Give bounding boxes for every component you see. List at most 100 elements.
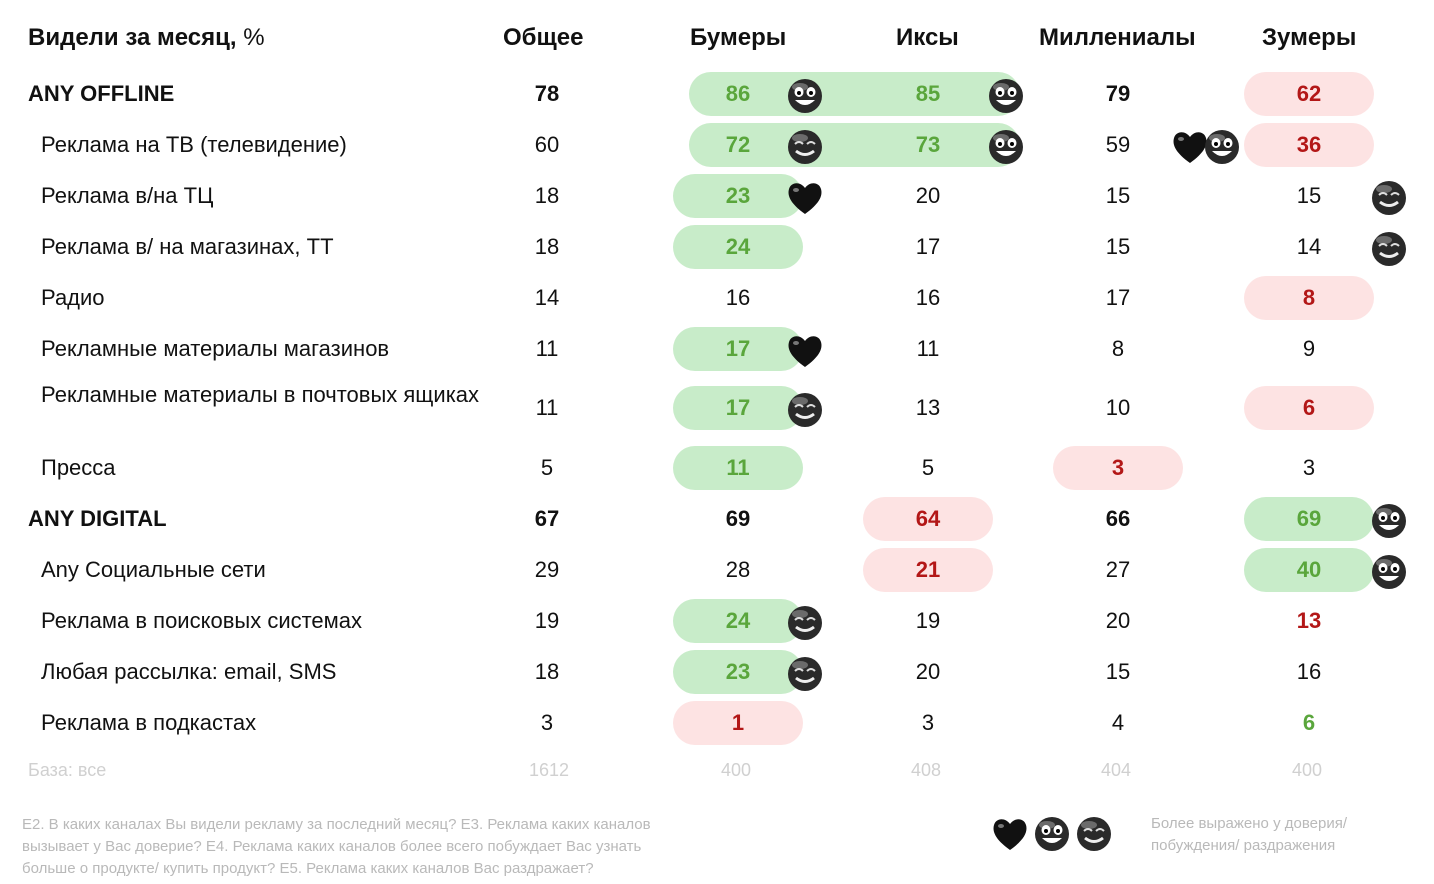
cell-zoomers: 69 xyxy=(1244,497,1374,541)
cell-total: 19 xyxy=(534,608,560,633)
cell-boomers: 72 xyxy=(725,132,751,157)
cell-total: 18 xyxy=(534,659,560,684)
cell-millennials: 10 xyxy=(1105,395,1131,420)
row-label: Радио xyxy=(41,285,105,310)
col-header-boomers: Бумеры xyxy=(690,24,787,51)
footnote-line: больше о продукте/ купить продукт? Е5. Р… xyxy=(22,860,594,877)
highlight-bar xyxy=(689,123,1020,167)
highlight-bar xyxy=(689,72,1020,116)
base-zoomers: 400 xyxy=(1292,760,1323,780)
cell-boomers: 24 xyxy=(673,599,803,643)
cell-total: 18 xyxy=(534,234,560,259)
heart-icon xyxy=(990,814,1030,854)
cell-millennials: 3 xyxy=(1053,446,1183,490)
cell-zoomers: 62 xyxy=(1244,72,1374,116)
cell-total: 29 xyxy=(534,557,560,582)
cell-zoomers: 15 xyxy=(1296,183,1322,208)
heart-icon xyxy=(785,178,825,218)
cell-total: 3 xyxy=(540,710,554,735)
cell-x: 17 xyxy=(915,234,941,259)
grin-icon xyxy=(785,654,825,694)
cell-boomers: 1 xyxy=(673,701,803,745)
row-label: Реклама в/на ТЦ xyxy=(41,183,214,208)
col-header-zoomers: Зумеры xyxy=(1262,24,1357,51)
legend-text: Более выражено у доверия/ побуждения/ ра… xyxy=(1151,813,1347,857)
col-header-total: Общее xyxy=(503,24,584,51)
cell-boomers: 86 xyxy=(725,81,751,106)
table-title: Видели за месяц, % xyxy=(28,24,265,52)
cell-millennials: 15 xyxy=(1105,234,1131,259)
cell-zoomers: 3 xyxy=(1302,455,1316,480)
row-label: Рекламные материалы магазинов xyxy=(41,336,390,361)
footnote-line: вызывает у Вас доверие? Е4. Реклама каки… xyxy=(22,838,642,855)
cell-millennials: 15 xyxy=(1105,183,1131,208)
cell-millennials: 27 xyxy=(1105,557,1131,582)
smile-icon xyxy=(1369,552,1409,592)
cell-zoomers: 9 xyxy=(1302,336,1316,361)
cell-zoomers: 40 xyxy=(1244,548,1374,592)
col-header-x: Иксы xyxy=(896,24,959,51)
cell-boomers: 23 xyxy=(673,174,803,218)
group-label: ANY OFFLINE xyxy=(28,81,175,106)
grin-icon xyxy=(785,390,825,430)
cell-zoomers: 36 xyxy=(1244,123,1374,167)
cell-x: 20 xyxy=(915,659,941,684)
cell-boomers: 24 xyxy=(673,225,803,269)
base-total: 1612 xyxy=(529,760,570,780)
cell-total: 5 xyxy=(540,455,554,480)
cell-boomers: 17 xyxy=(673,327,803,371)
cell-zoomers: 13 xyxy=(1296,608,1322,633)
cell-millennials: 4 xyxy=(1111,710,1125,735)
cell-x: 13 xyxy=(915,395,941,420)
row-label: Any Социальные сети xyxy=(41,557,266,582)
cell-boomers: 11 xyxy=(673,446,803,490)
row-label: Реклама в поисковых системах xyxy=(41,608,363,633)
cell-boomers: 16 xyxy=(725,285,751,310)
cell-millennials: 15 xyxy=(1105,659,1131,684)
cell-millennials: 79 xyxy=(1105,81,1131,106)
smile-icon xyxy=(986,76,1026,116)
cell-boomers: 17 xyxy=(673,386,803,430)
table-title-bold: Видели за месяц, xyxy=(28,24,237,51)
legend-line: побуждения/ раздражения xyxy=(1151,837,1336,854)
footnote: Е2. В каких каналах Вы видели рекламу за… xyxy=(22,814,782,880)
cell-x: 73 xyxy=(915,132,941,157)
cell-total: 67 xyxy=(534,506,560,531)
cell-total: 18 xyxy=(534,183,560,208)
legend-line: Более выражено у доверия/ xyxy=(1151,815,1347,832)
cell-x: 64 xyxy=(863,497,993,541)
base-boomers: 400 xyxy=(721,760,752,780)
cell-total: 78 xyxy=(534,81,560,106)
cell-millennials: 17 xyxy=(1105,285,1131,310)
heart-icon xyxy=(785,331,825,371)
cell-millennials: 59 xyxy=(1105,132,1131,157)
cell-total: 11 xyxy=(535,336,559,361)
cell-zoomers: 16 xyxy=(1296,659,1322,684)
col-header-millennials: Миллениалы xyxy=(1039,24,1196,51)
smile-icon xyxy=(785,76,825,116)
cell-boomers: 69 xyxy=(725,506,751,531)
row-label: Реклама в/ на магазинах, ТТ xyxy=(41,234,334,259)
cell-x: 11 xyxy=(916,336,940,361)
group-label: ANY DIGITAL xyxy=(28,506,167,531)
table-title-unit: % xyxy=(236,24,265,51)
row-label: Пресса xyxy=(41,455,116,480)
base-label: База: все xyxy=(28,760,107,780)
cell-x: 21 xyxy=(863,548,993,592)
cell-x: 85 xyxy=(915,81,941,106)
row-label: Реклама в подкастах xyxy=(41,710,257,735)
cell-millennials: 8 xyxy=(1111,336,1125,361)
grin-icon xyxy=(1369,178,1409,218)
cell-total: 11 xyxy=(535,395,559,420)
cell-millennials: 66 xyxy=(1105,506,1131,531)
smile-icon xyxy=(986,127,1026,167)
cell-x: 19 xyxy=(915,608,941,633)
cell-x: 20 xyxy=(915,183,941,208)
cell-zoomers: 8 xyxy=(1244,276,1374,320)
cell-x: 5 xyxy=(921,455,935,480)
grin-icon xyxy=(785,127,825,167)
cell-boomers: 28 xyxy=(725,557,751,582)
cell-x: 3 xyxy=(921,710,935,735)
smile-icon xyxy=(1032,814,1072,854)
